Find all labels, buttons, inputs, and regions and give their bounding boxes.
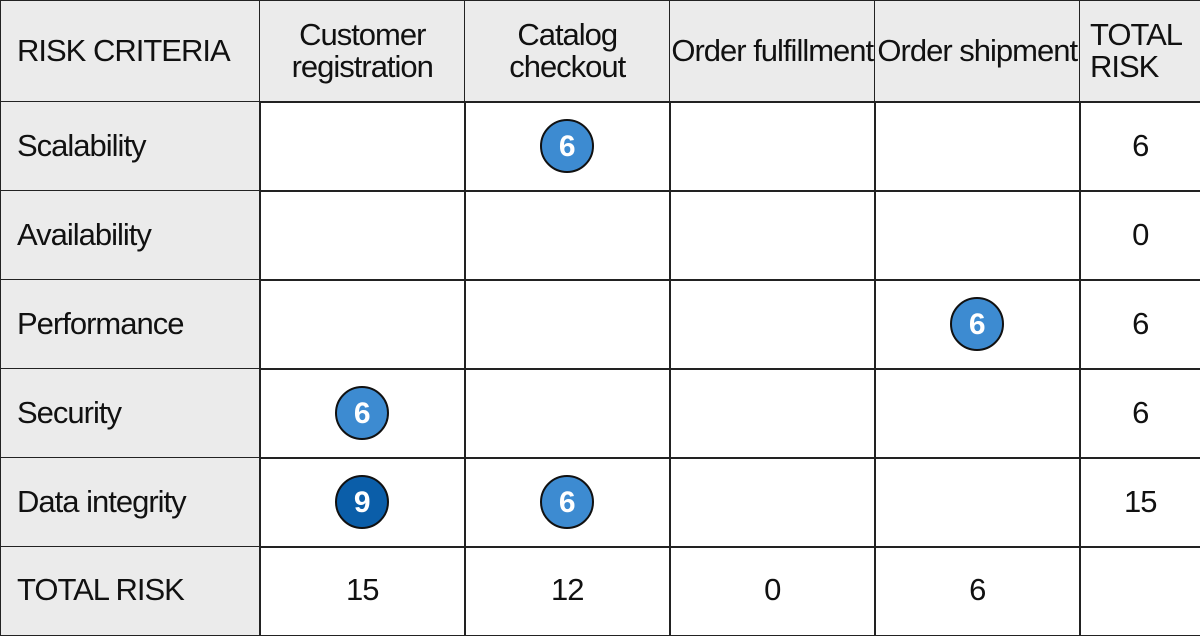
- rating-dot: 6: [950, 297, 1005, 352]
- rating-cell: [874, 190, 1081, 281]
- header-text: Order fulfillment: [671, 32, 874, 68]
- rating-dot: 6: [540, 119, 595, 174]
- header-cell: Catalog checkout: [464, 0, 671, 103]
- header-cell: TOTAL RISK: [1079, 0, 1200, 103]
- rating-cell: 6: [464, 457, 671, 548]
- rating-cell: [669, 368, 876, 459]
- total-row-cell: 0: [669, 546, 876, 636]
- header-cell: Customer registration: [259, 0, 466, 103]
- rating-cell: [669, 190, 876, 281]
- rating-cell: [259, 190, 466, 281]
- total-row-label-cell: TOTAL RISK: [0, 546, 261, 636]
- criterion-cell: Security: [0, 368, 261, 459]
- rating-cell: [464, 368, 671, 459]
- criterion-cell: Performance: [0, 279, 261, 370]
- total-row-text: 6: [969, 572, 986, 608]
- total-row-text: 12: [551, 572, 584, 608]
- rating-cell: [259, 101, 466, 192]
- rating-cell: [874, 101, 1081, 192]
- total-text: 0: [1132, 216, 1149, 252]
- rating-cell: [669, 457, 876, 548]
- criterion-cell: Data integrity: [0, 457, 261, 548]
- rating-cell: 6: [874, 279, 1081, 370]
- total-row-text: 0: [764, 572, 781, 608]
- rating-cell: [874, 368, 1081, 459]
- rating-dot: 9: [335, 475, 390, 530]
- rating-cell: [669, 279, 876, 370]
- rating-cell: 9: [259, 457, 466, 548]
- total-text: 15: [1124, 483, 1157, 519]
- criterion-text: Availability: [17, 216, 152, 252]
- rating-cell: [874, 457, 1081, 548]
- criterion-text: Data integrity: [17, 483, 187, 519]
- total-row-cell: 6: [874, 546, 1081, 636]
- rating-cell: [464, 190, 671, 281]
- empty-cell: [1079, 546, 1200, 636]
- total-row-cell: 15: [259, 546, 466, 636]
- total-cell: 6: [1079, 101, 1200, 192]
- criterion-text: Security: [17, 394, 122, 430]
- header-text: Order shipment: [877, 32, 1078, 68]
- criterion-text: Performance: [17, 305, 184, 341]
- header-cell: Order shipment: [874, 0, 1081, 103]
- header-text: Catalog checkout: [509, 16, 626, 85]
- rating-dot: 6: [335, 386, 390, 441]
- total-cell: 6: [1079, 279, 1200, 370]
- total-cell: 0: [1079, 190, 1200, 281]
- rating-cell: [464, 279, 671, 370]
- criterion-cell: Scalability: [0, 101, 261, 192]
- rating-cell: 6: [464, 101, 671, 192]
- criterion-text: Scalability: [17, 127, 147, 163]
- header-cell: RISK CRITERIA: [0, 0, 261, 103]
- rating-cell: [259, 279, 466, 370]
- header-text: TOTAL RISK: [1090, 16, 1182, 85]
- total-text: 6: [1132, 394, 1149, 430]
- rating-cell: 6: [259, 368, 466, 459]
- header-text: RISK CRITERIA: [17, 32, 231, 68]
- total-text: 6: [1132, 127, 1149, 163]
- criterion-cell: Availability: [0, 190, 261, 281]
- rating-dot: 6: [540, 475, 595, 530]
- rating-cell: [669, 101, 876, 192]
- total-row-cell: 12: [464, 546, 671, 636]
- total-cell: 15: [1079, 457, 1200, 548]
- total-row-label: TOTAL RISK: [17, 572, 185, 608]
- total-text: 6: [1132, 305, 1149, 341]
- header-text: Customer registration: [291, 16, 434, 85]
- header-cell: Order fulfillment: [669, 0, 876, 103]
- total-row-text: 15: [346, 572, 379, 608]
- total-cell: 6: [1079, 368, 1200, 459]
